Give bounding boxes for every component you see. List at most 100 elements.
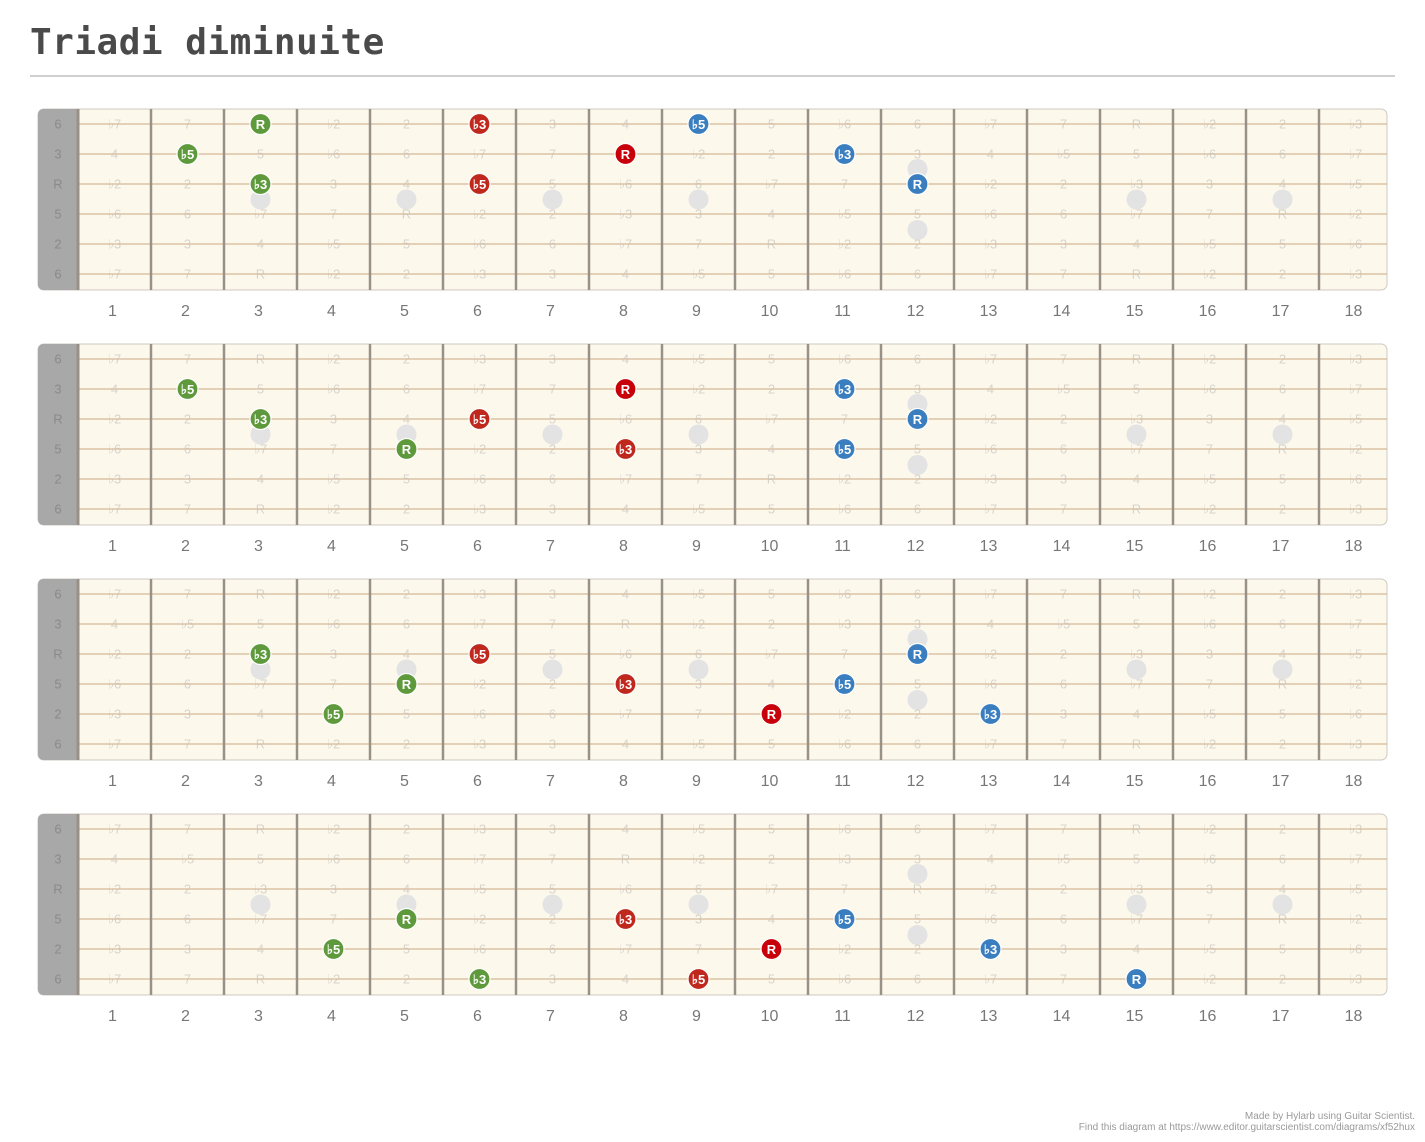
interval-label: 4 xyxy=(403,882,410,897)
fret-number: 2 xyxy=(181,1008,190,1025)
interval-label: ♭3 xyxy=(1349,587,1362,602)
note-label: ♭3 xyxy=(473,117,486,132)
interval-label: 3 xyxy=(549,352,556,367)
note-dot xyxy=(906,642,929,666)
interval-label: 6 xyxy=(549,707,556,722)
interval-label: 5 xyxy=(549,177,556,192)
interval-label: ♭7 xyxy=(765,882,778,897)
note-label: R xyxy=(402,677,412,692)
interval-label: 5 xyxy=(403,237,410,252)
interval-label: 6 xyxy=(1060,912,1067,927)
interval-label: ♭3 xyxy=(1349,352,1362,367)
note-label: ♭3 xyxy=(254,177,267,192)
note-dot xyxy=(468,642,491,666)
tuning-label: 6 xyxy=(54,737,61,752)
fretboard-1: 6 3 R 5 2 6 ♭7 7 R ♭2 2 ♭3 3 4 ♭5 5 ♭6 6 ♭7 7 R ♭2 2 ♭3 4 ♭5 5 ♭6 6 ♭… xyxy=(37,108,1388,320)
fret-number: 17 xyxy=(1272,773,1290,790)
interval-label: 6 xyxy=(914,587,921,602)
note-label: ♭5 xyxy=(692,117,705,132)
interval-label: 6 xyxy=(549,472,556,487)
inlay-dot xyxy=(907,220,928,240)
note-marker: ♭3 xyxy=(833,142,856,166)
interval-label: 6 xyxy=(914,352,921,367)
inlay-dot xyxy=(688,424,709,445)
fret-number: 10 xyxy=(761,773,779,790)
interval-label: 6 xyxy=(914,737,921,752)
note-marker: R xyxy=(760,702,783,726)
interval-label: 5 xyxy=(768,737,775,752)
note-label: ♭5 xyxy=(473,177,486,192)
fret-number: 4 xyxy=(327,773,336,790)
interval-label: 3 xyxy=(549,267,556,282)
inlay-dot xyxy=(396,189,417,210)
interval-label: 2 xyxy=(1279,737,1286,752)
interval-label: 4 xyxy=(1279,882,1286,897)
note-dot xyxy=(468,967,491,991)
interval-label: R xyxy=(621,617,630,632)
interval-label: 6 xyxy=(403,382,410,397)
interval-label: 3 xyxy=(330,177,337,192)
interval-label: 5 xyxy=(549,412,556,427)
note-label: ♭5 xyxy=(838,442,851,457)
note-marker: ♭5 xyxy=(833,672,856,696)
interval-label: 6 xyxy=(403,852,410,867)
interval-label: ♭2 xyxy=(327,117,340,132)
interval-label: 5 xyxy=(1279,472,1286,487)
fret-number: 7 xyxy=(546,773,555,790)
note-dot xyxy=(468,407,491,431)
interval-label: 4 xyxy=(403,647,410,662)
note-dot xyxy=(833,907,856,931)
note-dot xyxy=(614,437,637,461)
credit-link[interactable]: Find this diagram at https://www.editor.… xyxy=(1078,1122,1415,1133)
interval-label: 7 xyxy=(1060,267,1067,282)
interval-label: ♭5 xyxy=(692,502,705,517)
interval-label: 4 xyxy=(622,502,629,517)
interval-label: ♭6 xyxy=(838,117,851,132)
interval-label: 3 xyxy=(1060,472,1067,487)
note-label: ♭3 xyxy=(254,647,267,662)
fret-number: 1 xyxy=(108,773,117,790)
interval-label: R xyxy=(621,852,630,867)
fret-number: 15 xyxy=(1126,1008,1144,1025)
fret-number: 7 xyxy=(546,1008,555,1025)
interval-label: ♭2 xyxy=(1203,352,1216,367)
fret-number: 6 xyxy=(473,1008,482,1025)
interval-label: ♭5 xyxy=(327,237,340,252)
note-label: R xyxy=(913,412,923,427)
interval-label: ♭3 xyxy=(473,587,486,602)
note-marker: ♭5 xyxy=(468,172,491,196)
inlay-dot xyxy=(1126,894,1147,915)
fret-number: 10 xyxy=(761,538,779,555)
note-marker: ♭3 xyxy=(979,702,1002,726)
interval-label: 4 xyxy=(1279,412,1286,427)
note-dot xyxy=(614,377,637,401)
interval-label: 3 xyxy=(1206,412,1213,427)
interval-label: 5 xyxy=(768,117,775,132)
fret-number: 15 xyxy=(1126,538,1144,555)
interval-label: ♭5 xyxy=(1057,382,1070,397)
interval-label: 7 xyxy=(695,707,702,722)
interval-label: ♭2 xyxy=(473,677,486,692)
note-dot xyxy=(833,672,856,696)
interval-label: ♭2 xyxy=(108,882,121,897)
note-label: ♭3 xyxy=(984,942,997,957)
fret-number: 16 xyxy=(1199,538,1217,555)
tuning-label: R xyxy=(53,177,62,192)
interval-label: 3 xyxy=(184,472,191,487)
interval-label: 7 xyxy=(330,912,337,927)
interval-label: 6 xyxy=(1060,677,1067,692)
interval-label: 7 xyxy=(1060,587,1067,602)
interval-label: ♭6 xyxy=(108,207,121,222)
nut xyxy=(38,579,78,760)
interval-label: ♭6 xyxy=(838,972,851,987)
interval-label: 5 xyxy=(257,617,264,632)
interval-label: ♭7 xyxy=(108,972,121,987)
tuning-label: 5 xyxy=(54,207,61,222)
fretboard-background xyxy=(37,813,1388,996)
interval-label: ♭7 xyxy=(108,352,121,367)
interval-label: ♭2 xyxy=(1203,502,1216,517)
inlay-dot xyxy=(688,189,709,210)
nut xyxy=(38,814,78,995)
interval-label: ♭2 xyxy=(1349,912,1362,927)
interval-label: 7 xyxy=(184,587,191,602)
